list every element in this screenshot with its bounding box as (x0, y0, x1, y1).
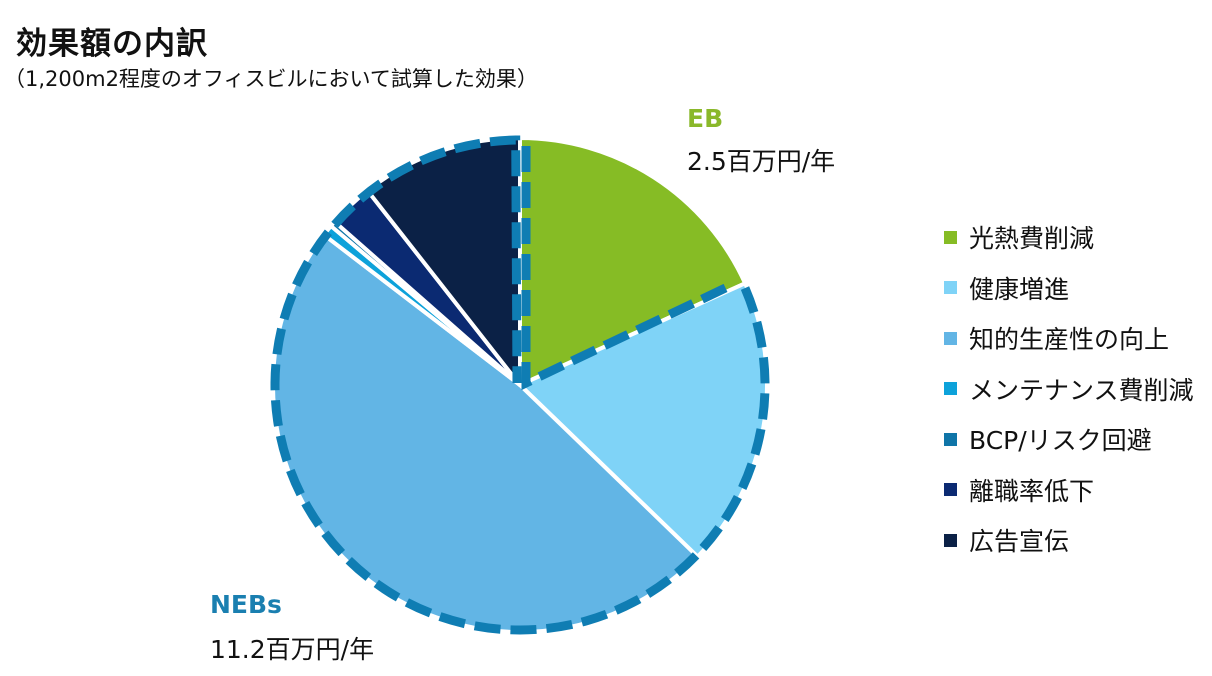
eb-label: EB (687, 104, 724, 133)
legend-swatch (944, 331, 957, 345)
legend-item: 離職率低下 (944, 465, 1194, 516)
page-subtitle: （1,200m2程度のオフィスビルにおいて試算した効果） (4, 67, 538, 91)
legend-label: 健康増進 (969, 274, 1070, 304)
page-title: 効果額の内訳 (16, 26, 208, 62)
legend-item: 知的生産性の向上 (944, 313, 1194, 364)
legend-swatch (944, 432, 957, 446)
legend-swatch (944, 281, 957, 295)
eb-group-outline (521, 146, 734, 391)
legend-label: 広告宣伝 (969, 527, 1070, 557)
pie-slices (271, 136, 769, 634)
pie-slice (518, 136, 748, 387)
legend-swatch (944, 533, 957, 547)
nebs-label: NEBs (210, 590, 282, 619)
nebs-value: 11.2百万円/年 (210, 635, 375, 664)
nebs-group-outline (270, 135, 770, 635)
legend-item: 健康増進 (944, 263, 1194, 314)
legend-item: 広告宣伝 (944, 515, 1194, 566)
legend-swatch (944, 382, 957, 396)
eb-value: 2.5百万円/年 (687, 147, 836, 176)
legend-label: BCP/リスク回避 (969, 426, 1152, 456)
legend-label: 離職率低下 (969, 476, 1095, 506)
legend-label: メンテナンス費削減 (969, 375, 1194, 405)
group-outlines (270, 135, 770, 635)
legend-item: メンテナンス費削減 (944, 364, 1194, 415)
legend-swatch (944, 483, 957, 497)
legend-label: 光熱費削減 (969, 224, 1095, 254)
legend-item: 光熱費削減 (944, 212, 1194, 263)
legend-label: 知的生産性の向上 (969, 325, 1170, 355)
legend-swatch (944, 230, 957, 244)
legend: 光熱費削減 健康増進 知的生産性の向上 メンテナンス費削減 BCP/リスク回避 … (944, 212, 1194, 566)
legend-item: BCP/リスク回避 (944, 414, 1194, 465)
